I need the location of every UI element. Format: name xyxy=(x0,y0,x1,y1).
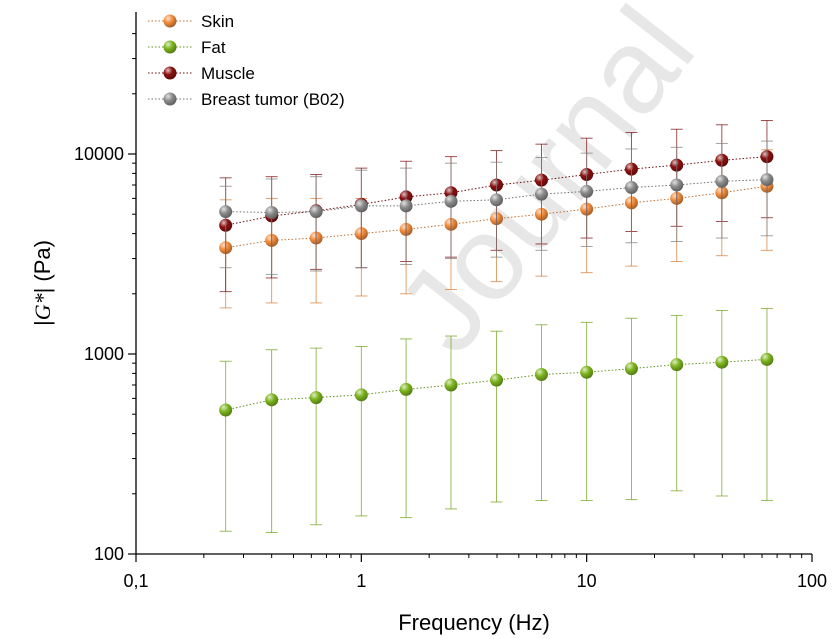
data-point xyxy=(715,174,729,188)
data-point xyxy=(534,367,548,381)
data-point xyxy=(670,358,684,372)
data-point xyxy=(354,388,368,402)
legend-item: Skin xyxy=(148,12,234,31)
legend-label: Muscle xyxy=(201,64,255,83)
x-tick-label: 0,1 xyxy=(123,571,148,591)
data-point xyxy=(760,352,774,366)
data-point xyxy=(580,184,594,198)
data-point xyxy=(490,193,504,207)
y-axis-title: |G*| (Pa) xyxy=(30,240,55,326)
legend-marker xyxy=(163,92,177,106)
legend-item: Muscle xyxy=(148,64,255,83)
data-point xyxy=(715,355,729,369)
legend-label: Breast tumor (B02) xyxy=(201,90,345,109)
data-point xyxy=(265,205,279,219)
legend-marker xyxy=(163,66,177,80)
x-tick-label: 10 xyxy=(577,571,597,591)
legend-marker xyxy=(163,14,177,28)
data-point xyxy=(219,403,233,417)
y-tick-label: 10000 xyxy=(74,144,124,164)
data-point xyxy=(354,199,368,213)
x-axis-title: Frequency (Hz) xyxy=(398,610,550,635)
series-fat xyxy=(219,307,774,534)
data-point xyxy=(399,199,413,213)
data-point xyxy=(760,173,774,187)
plot-area xyxy=(135,12,812,555)
x-tick-label: 100 xyxy=(797,571,827,591)
axis-ticks: 0,1 1 10 100 100 1000 10000 xyxy=(74,33,827,591)
data-point xyxy=(624,362,638,376)
legend-marker xyxy=(163,40,177,54)
legend-label: Skin xyxy=(201,12,234,31)
data-point xyxy=(219,205,233,219)
series-layer xyxy=(219,120,774,534)
data-point xyxy=(309,205,323,219)
data-point xyxy=(444,378,458,392)
y-axis-title-part-3: | (Pa) xyxy=(30,240,55,293)
legend-item: Breast tumor (B02) xyxy=(148,90,345,109)
data-point xyxy=(670,178,684,192)
data-point xyxy=(534,187,548,201)
data-point xyxy=(490,373,504,387)
x-tick-label: 1 xyxy=(356,571,366,591)
legend: Skin Fat Muscle Breast tumor (B02) xyxy=(148,12,345,109)
data-point xyxy=(624,180,638,194)
y-tick-label: 1000 xyxy=(84,344,124,364)
y-axis-title-part-1: | xyxy=(30,320,55,326)
data-point xyxy=(399,382,413,396)
legend-label: Fat xyxy=(201,38,226,57)
legend-item: Fat xyxy=(148,38,226,57)
data-point xyxy=(309,391,323,405)
y-tick-label: 100 xyxy=(94,544,124,564)
data-point xyxy=(265,393,279,407)
series-breast-tumor-b02 xyxy=(219,140,774,275)
data-point xyxy=(444,194,458,208)
data-point xyxy=(580,365,594,379)
y-axis-title-part-2: G* xyxy=(30,293,55,320)
journal-watermark: Journal xyxy=(372,0,720,376)
